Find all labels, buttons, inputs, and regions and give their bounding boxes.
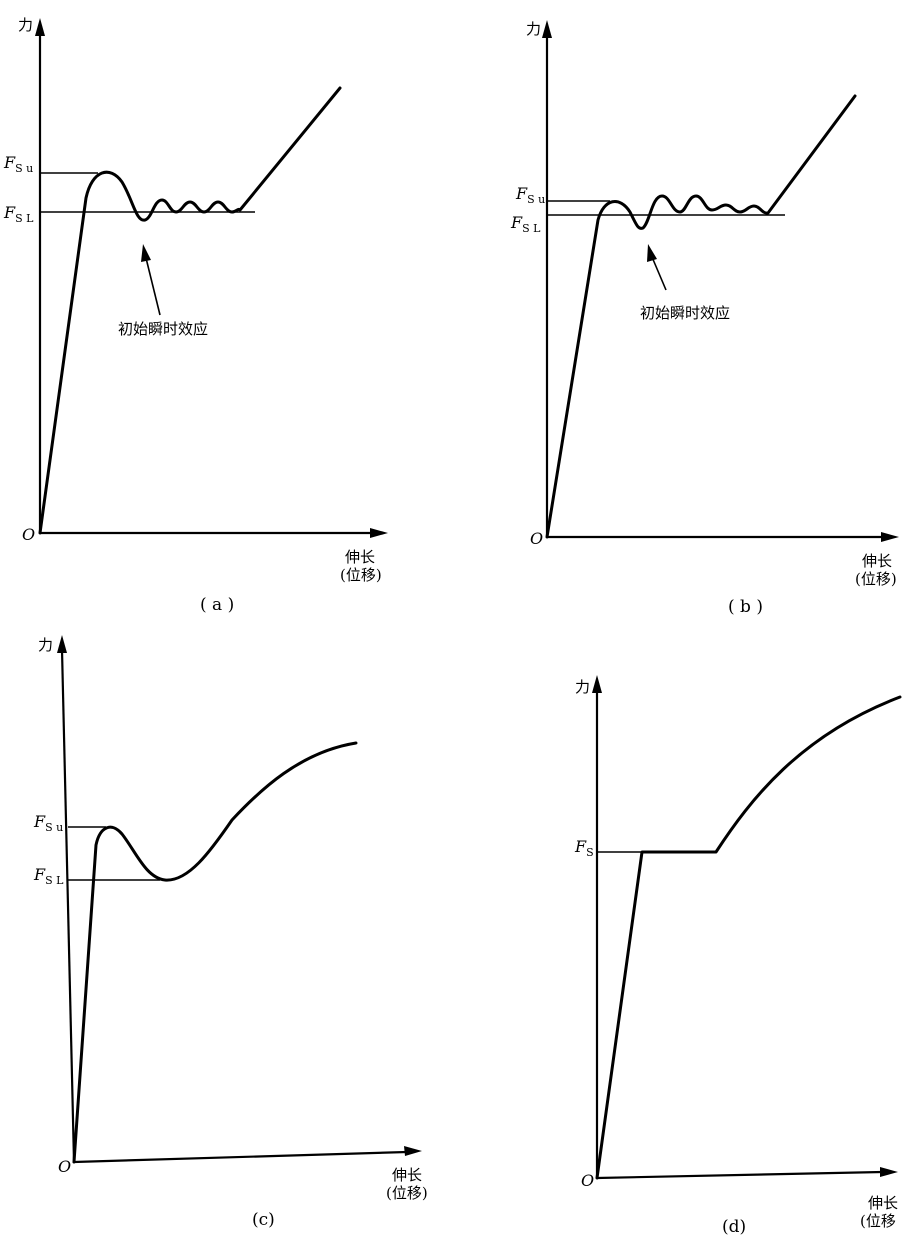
panel-b-annotation-arrow-icon xyxy=(647,244,657,262)
panel-b-upper-yield-label: FS u xyxy=(515,184,545,206)
panel-b-x-axis-label: 伸长 xyxy=(862,552,892,570)
panel-a-y-axis-label: 力 xyxy=(18,16,33,34)
panel-c-y-axis-arrow-icon xyxy=(57,635,67,653)
panel-d-y-axis-arrow-icon xyxy=(592,675,602,693)
panel-d-load-curve xyxy=(595,695,902,1180)
panel-c-y-axis xyxy=(60,649,76,1163)
panel-c-load-curve xyxy=(72,741,358,1164)
panel-c-x-axis-arrow-icon xyxy=(404,1146,422,1156)
panel-b-x-axis-label-unit: (位移) xyxy=(855,570,897,588)
panel-b-load-curve xyxy=(545,94,857,539)
panel-a-upper-yield-label: FS u xyxy=(3,153,33,175)
panel-c-origin-label: O xyxy=(58,1157,71,1176)
panel-c-x-axis-label-unit: (位移) xyxy=(386,1184,428,1202)
panel-a-x-axis-label-unit: (位移) xyxy=(340,566,382,584)
panel-d-x-axis-label: 伸长 xyxy=(868,1194,898,1212)
panel-d-origin-label: O xyxy=(581,1171,594,1190)
panel-b-origin-label: O xyxy=(530,529,543,548)
panel-b-caption: ( b ) xyxy=(728,597,763,617)
panel-b-y-axis-label: 力 xyxy=(526,20,541,38)
panel-c-y-axis-label: 力 xyxy=(38,636,53,654)
panel-b-lower-yield-label: FS L xyxy=(510,213,541,235)
panel-c-upper-yield-label: FS u xyxy=(33,812,63,834)
panel-a-annotation: 初始瞬时效应 xyxy=(118,320,208,338)
panel-a-annotation-arrow-icon xyxy=(141,244,151,262)
panel-b-y-axis-arrow-icon xyxy=(542,20,552,38)
panel-a: 力 O 伸长 (位移) FS u FS L 初始瞬时效应 ( a ) xyxy=(3,16,388,615)
panel-a-y-axis-arrow-icon xyxy=(35,18,45,36)
panel-b-annotation: 初始瞬时效应 xyxy=(640,304,730,322)
panel-a-annotation-pointer xyxy=(145,257,161,316)
panel-a-load-curve xyxy=(38,86,342,535)
panel-b-x-axis-arrow-icon xyxy=(881,532,899,542)
panel-a-lower-yield-label: FS L xyxy=(3,203,34,225)
panel-c-x-axis-label: 伸长 xyxy=(392,1166,422,1184)
panel-a-x-axis-arrow-icon xyxy=(370,528,388,538)
panel-d-x-axis-arrow-icon xyxy=(880,1167,898,1177)
panel-b-annotation-pointer xyxy=(651,256,667,291)
panel-a-x-axis-label: 伸长 xyxy=(345,548,375,566)
panel-d-caption: (d) xyxy=(722,1217,746,1237)
panel-c-caption: (c) xyxy=(252,1210,275,1230)
panel-a-origin-label: O xyxy=(22,525,35,544)
panel-d: 力 O 伸长 (位移 FS (d) xyxy=(574,675,902,1237)
panel-b: 力 O 伸长 (位移) FS u FS L 初始瞬时效应 ( b ) xyxy=(510,20,899,617)
panel-c-lower-yield-label: FS L xyxy=(33,865,64,887)
panel-c: 力 O 伸长 (位移) FS u FS L (c) xyxy=(33,635,428,1230)
panel-a-caption: ( a ) xyxy=(200,595,234,615)
panel-d-y-axis-label: 力 xyxy=(575,678,590,696)
panel-d-x-axis xyxy=(596,1170,883,1180)
panel-c-x-axis xyxy=(73,1150,408,1164)
panel-d-yield-label: FS xyxy=(574,837,594,859)
panel-d-x-axis-label-unit: (位移 xyxy=(860,1212,896,1230)
